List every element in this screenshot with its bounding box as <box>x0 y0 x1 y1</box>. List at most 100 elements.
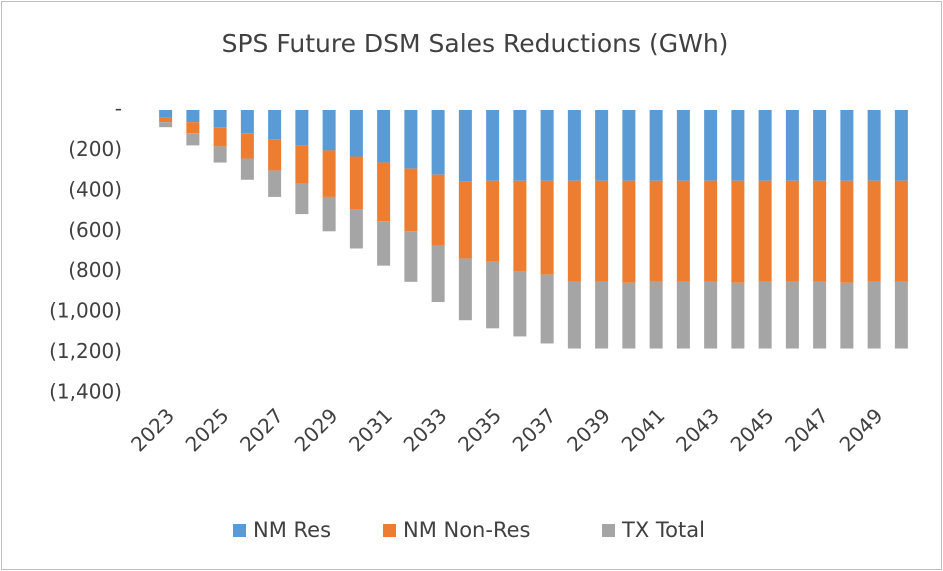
bar-segment <box>377 162 391 222</box>
y-tick-label: (400) <box>68 177 122 201</box>
bar-segment <box>894 180 908 282</box>
bar-segment <box>813 180 827 282</box>
bar-segment <box>704 110 718 181</box>
bar-segment <box>213 110 227 128</box>
bar-segment <box>758 110 772 181</box>
y-tick-label: (1,200) <box>49 339 122 363</box>
bar-segment <box>295 145 309 184</box>
bar-segment <box>785 281 799 349</box>
bar-segment <box>595 281 609 349</box>
bar-segment <box>159 122 173 128</box>
bar-segment <box>240 158 254 180</box>
bar-segment <box>322 150 336 197</box>
bar-segment <box>513 271 527 337</box>
legend-label: NM Res <box>253 518 331 542</box>
bar-segment <box>513 110 527 181</box>
y-tick-label: (800) <box>68 258 122 282</box>
bar-segment <box>349 209 363 249</box>
bar-segment <box>349 110 363 157</box>
bar-segment <box>268 110 282 140</box>
legend-label: NM Non-Res <box>403 518 530 542</box>
bar-segment <box>867 281 881 349</box>
bar-segment <box>676 281 690 349</box>
y-tick-label: (600) <box>68 218 122 242</box>
bar-segment <box>676 180 690 282</box>
bar-segment <box>486 180 500 262</box>
bar-segment <box>704 180 718 282</box>
bar-segment <box>513 180 527 272</box>
bar-segment <box>486 110 500 181</box>
bar-segment <box>349 156 363 210</box>
bar-segment <box>731 180 745 283</box>
bar-segment <box>731 110 745 181</box>
bar-segment <box>813 110 827 181</box>
legend-swatch <box>383 524 396 537</box>
chart-title: SPS Future DSM Sales Reductions (GWh) <box>222 29 729 58</box>
bar-segment <box>622 180 636 283</box>
bar-segment <box>431 110 445 175</box>
bar-segment <box>595 110 609 181</box>
bar-segment <box>377 221 391 266</box>
bar-segment <box>622 110 636 181</box>
bar-segment <box>622 282 636 349</box>
bar-segment <box>567 281 581 349</box>
bar-segment <box>186 122 200 134</box>
bar-segment <box>758 180 772 282</box>
bar-segment <box>649 180 663 282</box>
bar-segment <box>295 183 309 215</box>
bar-segment <box>540 110 554 181</box>
bar-segment <box>377 110 391 163</box>
bar-segment <box>867 180 881 282</box>
bar-segment <box>595 180 609 282</box>
bar-segment <box>159 110 173 118</box>
bar-segment <box>894 281 908 349</box>
bar-segment <box>567 180 581 282</box>
bar-segment <box>840 282 854 349</box>
bar-segment <box>867 110 881 181</box>
bar-segment <box>268 139 282 171</box>
bar-segment <box>894 110 908 181</box>
bar-segment <box>295 110 309 146</box>
bar-segment <box>213 127 227 147</box>
bar-segment <box>540 274 554 344</box>
bar-segment <box>159 117 173 123</box>
bar-segment <box>240 110 254 134</box>
bar-segment <box>731 282 745 349</box>
bar-segment <box>213 146 227 163</box>
bar-segment <box>649 110 663 181</box>
bar-segment <box>458 258 472 321</box>
bar-segment <box>431 245 445 303</box>
bar-segment <box>486 261 500 329</box>
y-tick-label: (200) <box>68 137 122 161</box>
bar-segment <box>186 133 200 146</box>
bar-segment <box>676 110 690 181</box>
bar-segment <box>458 181 472 259</box>
bar-segment <box>758 281 772 349</box>
bar-segment <box>404 110 418 169</box>
bar-segment <box>649 281 663 349</box>
legend-label: TX Total <box>621 518 705 542</box>
bar-segment <box>431 174 445 246</box>
bar-segment <box>704 281 718 349</box>
bar-segment <box>813 281 827 349</box>
y-tick-label: (1,000) <box>49 299 122 323</box>
bar-segment <box>268 170 282 197</box>
bar-segment <box>322 196 336 232</box>
bar-segment <box>567 110 581 181</box>
legend-swatch <box>233 524 246 537</box>
bar-segment <box>840 180 854 283</box>
bar-segment <box>404 168 418 232</box>
y-tick-label: - <box>115 97 122 121</box>
y-tick-label: (1,400) <box>49 380 122 404</box>
bar-segment <box>186 110 200 123</box>
legend-swatch <box>602 524 615 537</box>
bar-segment <box>322 110 336 151</box>
bar-segment <box>404 231 418 282</box>
bar-segment <box>540 180 554 275</box>
bar-segment <box>840 110 854 181</box>
bar-segment <box>240 133 254 159</box>
bar-segment <box>785 110 799 181</box>
bar-segment <box>785 180 799 282</box>
